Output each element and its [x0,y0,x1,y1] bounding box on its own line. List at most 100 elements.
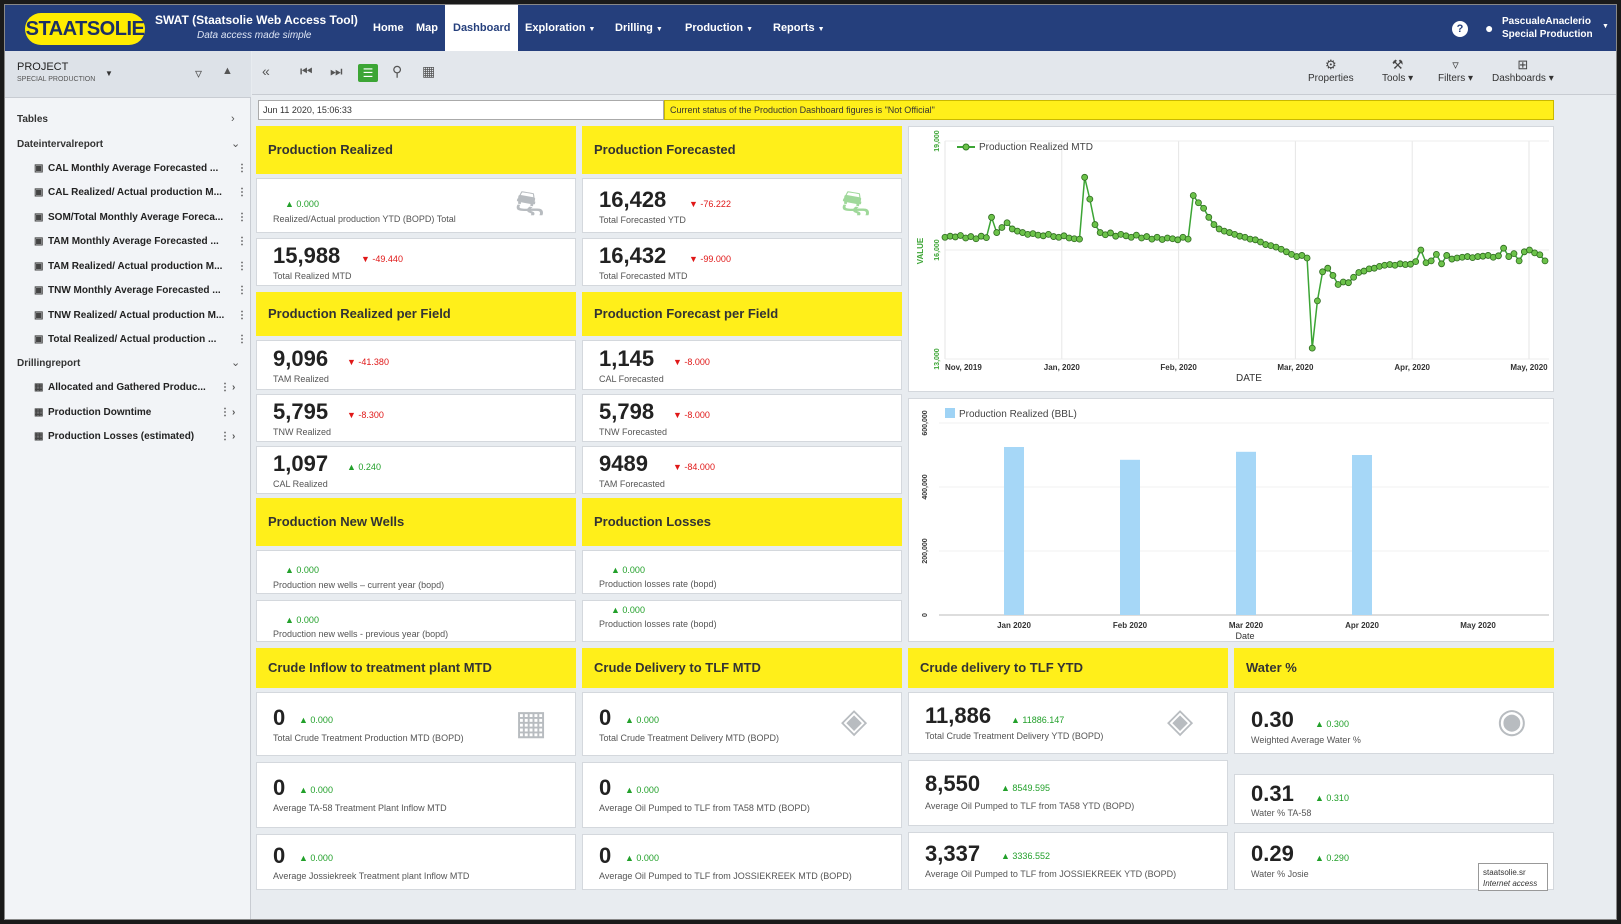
report-item[interactable]: ▣ SOM/Total Monthly Average Foreca... ⋮ [34,212,247,230]
kpi-tile[interactable]: 16,432 ▼ -99.000 Total Forecasted MTD [582,238,902,286]
collapse-up-icon[interactable]: ▲ [222,65,233,77]
chevron-right-icon[interactable]: › [232,431,236,442]
delta-value: ▼ -41.380 [347,357,389,367]
project-selector[interactable]: PROJECT SPECIAL PRODUCTION ▼ ▿ ▲ [5,51,251,98]
project-label: PROJECT [17,61,69,73]
chevron-down-icon[interactable]: ▼ [105,69,113,78]
collapse-left-icon[interactable]: « [262,63,270,79]
kpi-tile[interactable]: 0 ▲ 0.000 Total Crude Treatment Delivery… [582,692,902,756]
more-vert-icon[interactable]: ⋮ [220,407,230,418]
nav-home[interactable]: Home [373,22,404,34]
first-page-icon[interactable]: ⏮ [300,63,313,79]
kpi-tile[interactable]: 3,337 ▲ 3336.552 Average Oil Pumped to T… [908,832,1228,890]
grid-view-icon[interactable]: ☰ [358,64,378,82]
kpi-tile[interactable]: ▲ 0.000 Production new wells – current y… [256,550,576,594]
tile-header-crude-inflow: Crude Inflow to treatment plant MTD [256,648,576,688]
report-item[interactable]: ▣ CAL Realized/ Actual production M... ⋮ [34,187,247,205]
chevron-right-icon[interactable]: › [232,382,236,393]
dashboards-button[interactable]: ⊞ Dashboards ▾ [1492,57,1554,84]
report-item[interactable]: ▣ TNW Monthly Average Forecasted ... ⋮ [34,285,247,303]
staatsolie-logo[interactable]: STAATSOLIE [25,13,145,45]
nav-drilling[interactable]: Drilling ▼ [615,5,663,51]
bar-chart[interactable]: 600,000 400,000 200,000 0 Production Realize… [909,399,1555,643]
y-tick-label: 200,000 [922,538,929,563]
kpi-tile[interactable]: ▲ 0.000 Realized/Actual production YTD (… [256,178,576,233]
kpi-label: TAM Forecasted [599,479,665,489]
kpi-tile[interactable]: 0.29 ▲ 0.290 Water % Josie [1234,832,1554,890]
section-drillingreport[interactable]: Drillingreport [17,358,81,369]
report-item[interactable]: ▣ CAL Monthly Average Forecasted ... ⋮ [34,163,247,181]
table-item[interactable]: ▦ Production Losses (estimated) ⋮ › [34,431,244,449]
more-vert-icon[interactable]: ⋮ [220,431,230,442]
chevron-down-icon[interactable]: ▼ [1602,23,1609,30]
kpi-tile[interactable]: 16,428 ▼ -76.222 Total Forecasted YTD ⛐ [582,178,902,233]
kpi-tile[interactable]: 0 ▲ 0.000 Average Oil Pumped to TLF from… [582,762,902,828]
kpi-tile[interactable]: 5,795 ▼ -8.300 TNW Realized [256,394,576,442]
tile-header-crude-delivery-mtd: Crude Delivery to TLF MTD [582,648,902,688]
kpi-tile[interactable]: 9489 ▼ -84.000 TAM Forecasted [582,446,902,494]
nav-dashboard[interactable]: Dashboard [445,5,519,51]
chevron-down-icon[interactable]: ⌄ [231,357,241,369]
more-vert-icon[interactable]: ⋮ [237,285,247,296]
kpi-tile[interactable]: 0 ▲ 0.000 Total Crude Treatment Producti… [256,692,576,756]
calendar-icon[interactable]: ▦ [422,63,436,79]
more-vert-icon[interactable]: ⋮ [237,261,247,272]
report-item[interactable]: ▣ Total Realized/ Actual production ... ⋮ [34,334,247,352]
report-item[interactable]: ▣ TNW Realized/ Actual production M... ⋮ [34,310,247,328]
zoom-icon[interactable]: ⚲ [392,63,403,79]
filter-icon[interactable]: ▿ [195,65,203,81]
kpi-tile[interactable]: 0.30 ▲ 0.300 Weighted Average Water % ◉ [1234,692,1554,754]
report-item[interactable]: ▣ TAM Realized/ Actual production M... ⋮ [34,261,247,279]
tile-header-production-forecasted: Production Forecasted [582,126,902,174]
delta-number: -8.300 [358,410,384,420]
tools-button[interactable]: ⚒ Tools ▾ [1382,57,1414,84]
report-icon: ▣ [34,334,44,345]
line-chart[interactable]: Nov, 2019 Jan, 2020 Feb, 2020 Mar, 2020 Apr,… [909,127,1555,393]
help-icon[interactable]: ? [1452,21,1468,37]
kpi-tile[interactable]: 1,097 ▲ 0.240 CAL Realized [256,446,576,494]
table-item[interactable]: ▦ Allocated and Gathered Produc... ⋮ › [34,382,244,400]
chevron-down-icon[interactable]: ⌄ [231,138,241,150]
nav-reports[interactable]: Reports ▼ [773,5,825,51]
nav-exploration[interactable]: Exploration ▼ [525,5,595,51]
section-tables[interactable]: Tables [17,114,48,125]
oil-pump-icon: ⛐ [841,185,871,223]
kpi-tile[interactable]: ▲ 0.000 Production losses rate (bopd) [582,600,902,642]
report-item[interactable]: ▣ TAM Monthly Average Forecasted ... ⋮ [34,236,247,254]
chevron-right-icon[interactable]: › [232,407,236,418]
table-item[interactable]: ▦ Production Downtime ⋮ › [34,407,244,425]
date-field[interactable]: Jun 11 2020, 15:06:33 [258,100,664,120]
kpi-tile[interactable]: 0 ▲ 0.000 Average TA-58 Treatment Plant … [256,762,576,828]
nav-production[interactable]: Production ▼ [685,5,753,51]
report-icon: ▣ [34,310,44,321]
kpi-tile[interactable]: 11,886 ▲ 11886.147 Total Crude Treatment… [908,692,1228,754]
properties-button[interactable]: ⚙ Properties [1308,57,1354,84]
nav-map[interactable]: Map [416,22,438,34]
kpi-tile[interactable]: 8,550 ▲ 8549.595 Average Oil Pumped to T… [908,760,1228,826]
more-vert-icon[interactable]: ⋮ [237,187,247,198]
user-role: Special Production [1502,29,1593,40]
filters-button[interactable]: ▿ Filters ▾ [1438,57,1474,84]
more-vert-icon[interactable]: ⋮ [237,310,247,321]
kpi-tile[interactable]: 0.31 ▲ 0.310 Water % TA-58 [1234,774,1554,824]
last-page-icon[interactable]: ⏭ [330,63,343,79]
data-point [1184,235,1192,243]
more-vert-icon[interactable]: ⋮ [237,236,247,247]
section-dateintervalreport[interactable]: Dateintervalreport [17,139,104,150]
user-icon[interactable]: ● [1485,20,1494,36]
user-menu[interactable]: PascualeAnaclerio Special Production [1502,15,1593,41]
kpi-tile[interactable]: 1,145 ▼ -8.000 CAL Forecasted [582,340,902,390]
kpi-tile[interactable]: 0 ▲ 0.000 Average Oil Pumped to TLF from… [582,834,902,890]
more-vert-icon[interactable]: ⋮ [237,212,247,223]
more-vert-icon[interactable]: ⋮ [220,382,230,393]
more-vert-icon[interactable]: ⋮ [237,163,247,174]
more-vert-icon[interactable]: ⋮ [237,334,247,345]
kpi-tile[interactable]: 0 ▲ 0.000 Average Jossiekreek Treatment … [256,834,576,890]
kpi-tile[interactable]: ▲ 0.000 Production losses rate (bopd) [582,550,902,594]
chevron-right-icon[interactable]: › [231,113,235,125]
table-icon: ▦ [34,382,44,393]
kpi-tile[interactable]: ▲ 0.000 Production new wells - previous … [256,600,576,642]
kpi-tile[interactable]: 9,096 ▼ -41.380 TAM Realized [256,340,576,390]
kpi-tile[interactable]: 15,988 ▼ -49.440 Total Realized MTD [256,238,576,286]
kpi-tile[interactable]: 5,798 ▼ -8.000 TNW Forecasted [582,394,902,442]
